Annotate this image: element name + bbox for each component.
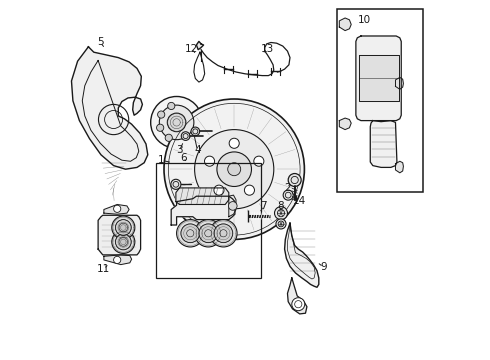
Text: 4: 4	[194, 145, 201, 156]
Circle shape	[204, 156, 215, 166]
Polygon shape	[196, 41, 204, 50]
Polygon shape	[395, 161, 403, 173]
Polygon shape	[171, 196, 235, 225]
Circle shape	[157, 124, 164, 131]
Polygon shape	[176, 188, 229, 204]
Circle shape	[159, 105, 194, 140]
Circle shape	[195, 220, 222, 247]
Circle shape	[116, 234, 131, 250]
Circle shape	[191, 127, 199, 136]
Circle shape	[114, 205, 121, 212]
Circle shape	[158, 111, 165, 118]
Polygon shape	[288, 278, 307, 314]
Circle shape	[228, 202, 237, 210]
Text: 5: 5	[97, 37, 103, 48]
Polygon shape	[339, 18, 351, 31]
Circle shape	[114, 256, 121, 264]
Circle shape	[276, 219, 286, 229]
Circle shape	[119, 223, 127, 232]
Text: 8: 8	[277, 201, 284, 211]
Circle shape	[181, 132, 190, 140]
Circle shape	[229, 138, 239, 148]
Polygon shape	[229, 195, 236, 217]
Text: 3: 3	[176, 145, 183, 156]
Text: 13: 13	[261, 44, 274, 54]
Circle shape	[228, 163, 241, 176]
Circle shape	[245, 185, 254, 195]
Polygon shape	[395, 77, 403, 89]
Circle shape	[112, 216, 135, 239]
Circle shape	[278, 221, 284, 227]
Text: 9: 9	[320, 262, 327, 272]
Text: 6: 6	[180, 153, 186, 163]
Polygon shape	[356, 36, 401, 121]
Circle shape	[164, 99, 304, 239]
Text: 12: 12	[185, 44, 198, 54]
Circle shape	[112, 230, 135, 253]
Bar	[156, 163, 261, 278]
Circle shape	[199, 224, 218, 243]
Circle shape	[210, 220, 237, 247]
Polygon shape	[104, 204, 129, 214]
Circle shape	[151, 96, 202, 148]
Text: 10: 10	[358, 15, 371, 25]
Circle shape	[168, 102, 175, 109]
Circle shape	[195, 130, 274, 209]
Polygon shape	[98, 215, 141, 255]
Polygon shape	[104, 255, 132, 265]
Circle shape	[283, 190, 293, 200]
Circle shape	[119, 238, 127, 246]
Circle shape	[176, 220, 204, 247]
Circle shape	[165, 134, 172, 141]
Circle shape	[288, 174, 301, 186]
Text: 2: 2	[284, 183, 291, 193]
Polygon shape	[72, 47, 148, 169]
Circle shape	[274, 207, 288, 220]
Circle shape	[116, 220, 131, 235]
Polygon shape	[285, 223, 319, 287]
Text: 14: 14	[293, 196, 306, 206]
Bar	[337, 9, 423, 192]
Text: 1: 1	[158, 155, 165, 165]
Circle shape	[171, 179, 181, 189]
Polygon shape	[370, 121, 397, 167]
Circle shape	[181, 224, 199, 243]
Circle shape	[167, 113, 186, 132]
Text: 11: 11	[97, 264, 111, 274]
Polygon shape	[360, 55, 399, 101]
Circle shape	[277, 210, 285, 217]
Circle shape	[292, 298, 305, 311]
Circle shape	[254, 156, 264, 166]
Circle shape	[214, 185, 224, 195]
Text: 7: 7	[260, 201, 267, 211]
Circle shape	[214, 224, 233, 243]
Polygon shape	[339, 118, 351, 130]
Circle shape	[217, 152, 251, 186]
